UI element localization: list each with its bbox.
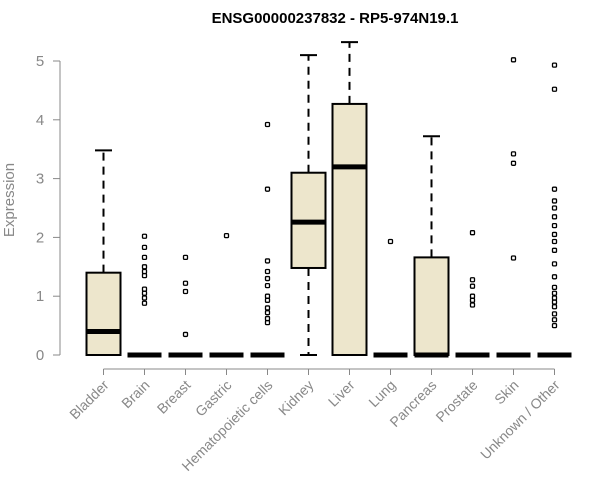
y-tick-label: 3: [36, 171, 44, 188]
y-tick-label: 1: [36, 288, 44, 305]
box-group: [537, 62, 572, 358]
x-tick-label: Brain: [118, 377, 152, 411]
outlier-point: [182, 254, 189, 261]
outlier-point: [141, 286, 148, 292]
box-group: [413, 135, 450, 358]
outlier-point: [551, 62, 558, 68]
x-tick-label: Kidney: [275, 377, 317, 419]
outlier-point: [551, 222, 558, 229]
box-group: [290, 54, 327, 356]
outlier-point: [182, 288, 189, 295]
outlier-point: [551, 86, 558, 92]
box-group: [331, 41, 368, 357]
y-tick-label: 2: [36, 229, 44, 246]
box-group: [496, 57, 531, 358]
outlier-point: [551, 238, 558, 245]
outlier-point: [469, 293, 476, 299]
x-tick-label: Skin: [491, 377, 522, 408]
outlier-point: [510, 57, 517, 63]
outlier-point: [551, 290, 558, 296]
outlier-point: [469, 277, 476, 283]
outlier-point: [551, 299, 558, 305]
outlier-point: [551, 274, 558, 280]
outlier-point: [551, 317, 558, 323]
outlier-point: [551, 186, 558, 192]
outlier-point: [264, 186, 271, 192]
x-tick-label: Bladder: [66, 377, 112, 423]
outlier-point: [469, 283, 476, 289]
outlier-point: [264, 297, 271, 303]
outlier-point: [141, 233, 148, 239]
outlier-point: [182, 331, 189, 338]
outlier-point: [510, 255, 517, 261]
x-tick-label: Prostate: [432, 377, 480, 425]
outlier-point: [551, 247, 558, 253]
outlier-point: [551, 304, 558, 310]
outlier-point: [551, 261, 558, 267]
outlier-point: [264, 305, 271, 311]
outlier-point: [551, 284, 558, 291]
outlier-point: [469, 230, 476, 236]
box-group: [85, 149, 122, 356]
box-group: [250, 121, 285, 358]
outlier-point: [510, 160, 517, 166]
outlier-point: [141, 295, 148, 301]
outlier-point: [141, 272, 148, 279]
box-group: [455, 230, 490, 358]
outlier-point: [551, 198, 558, 204]
outlier-point: [264, 121, 271, 128]
outlier-point: [182, 280, 189, 286]
outlier-point: [141, 300, 148, 306]
outlier-point: [551, 295, 558, 301]
outlier-point: [141, 290, 148, 296]
y-axis: 0 1 2 3 4 5: [36, 53, 61, 364]
y-tick-label: 4: [36, 112, 44, 129]
outlier-point: [264, 293, 271, 299]
outlier-point: [141, 254, 148, 261]
outlier-point: [264, 268, 271, 275]
x-tick-label: Lung: [365, 377, 398, 410]
outlier-point: [141, 264, 148, 270]
box-iqr: [413, 256, 450, 356]
plot-area: [85, 41, 572, 358]
y-tick-label: 5: [36, 53, 44, 70]
outlier-point: [264, 282, 271, 289]
box-group: [373, 238, 408, 358]
outlier-point: [264, 258, 271, 264]
outlier-point: [141, 244, 148, 251]
x-tick-label: Liver: [325, 377, 358, 410]
outlier-point: [223, 232, 230, 239]
box-group: [209, 232, 244, 358]
outlier-point: [551, 214, 558, 220]
x-tick-label: Breast: [154, 377, 194, 417]
outlier-point: [264, 320, 271, 326]
box-group: [127, 233, 162, 358]
outlier-point: [264, 275, 271, 282]
outlier-point: [387, 238, 394, 245]
y-tick-label: 0: [36, 347, 44, 364]
outlier-point: [469, 297, 476, 303]
outlier-point: [551, 231, 558, 238]
outlier-point: [551, 311, 558, 317]
y-axis-label: Expression: [1, 163, 18, 237]
outlier-point: [510, 151, 517, 157]
outlier-point: [141, 268, 148, 275]
outlier-point: [551, 322, 558, 329]
chart-title: ENSG00000237832 - RP5-974N19.1: [212, 10, 459, 27]
outlier-point: [551, 205, 558, 211]
box-iqr: [85, 271, 122, 356]
outlier-point: [264, 315, 271, 322]
box-iqr: [331, 102, 368, 357]
box-group: [168, 254, 203, 358]
outlier-point: [469, 302, 476, 308]
outlier-point: [264, 310, 271, 316]
